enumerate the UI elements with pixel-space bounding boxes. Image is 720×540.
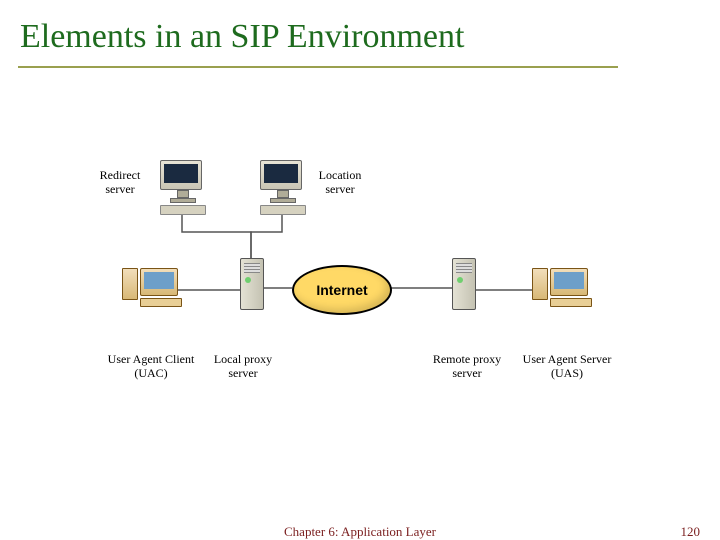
footer-chapter: Chapter 6: Application Layer xyxy=(284,524,436,540)
edge-redirect-local xyxy=(182,208,251,258)
uas-icon xyxy=(550,268,592,307)
internet-node: Internet xyxy=(292,265,392,315)
redirect-server-label: Redirect server xyxy=(90,168,150,197)
internet-label: Internet xyxy=(316,282,367,298)
uac-label: User Agent Client (UAC) xyxy=(106,352,196,381)
local-proxy-label: Local proxy server xyxy=(198,352,288,381)
remote-proxy-icon xyxy=(452,258,476,310)
location-server-icon xyxy=(260,160,306,215)
uas-label: User Agent Server (UAS) xyxy=(522,352,612,381)
uac-icon xyxy=(140,268,182,307)
edge-location-local xyxy=(251,208,282,258)
remote-proxy-label: Remote proxy server xyxy=(422,352,512,381)
local-proxy-icon xyxy=(240,258,264,310)
page-title: Elements in an SIP Environment xyxy=(20,18,464,56)
footer-page-number: 120 xyxy=(681,524,701,540)
title-underline xyxy=(18,66,618,68)
location-server-label: Location server xyxy=(310,168,370,197)
sip-diagram: Redirect server Location server User Age… xyxy=(60,150,660,430)
redirect-server-icon xyxy=(160,160,206,215)
